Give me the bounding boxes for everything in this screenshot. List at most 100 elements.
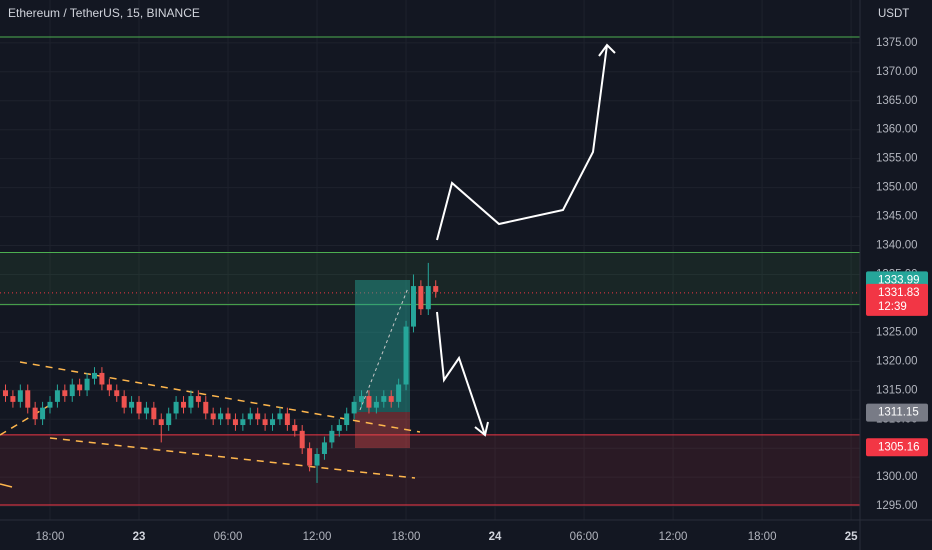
- candle-body: [329, 430, 335, 443]
- candle-body: [54, 390, 60, 402]
- candle-body: [166, 413, 172, 426]
- y-axis-label: USDT: [878, 8, 909, 20]
- x-tick-label: 06:00: [570, 531, 599, 543]
- x-tick-label: 24: [489, 531, 502, 543]
- candle-body: [277, 413, 283, 420]
- channel-lower: [49, 437, 416, 479]
- candle-body: [292, 425, 298, 431]
- candle-body: [366, 396, 372, 408]
- arrow-up-head: [598, 43, 616, 57]
- long-position-profit: [355, 280, 410, 412]
- candles: [2, 262, 439, 483]
- price-tag-label: 1311.15: [878, 407, 919, 419]
- x-tick-label: 18:00: [392, 531, 421, 543]
- zones: [0, 36, 860, 506]
- candle-body: [210, 413, 216, 420]
- y-tick-label: 1315.00: [876, 384, 918, 396]
- y-tick-label: 1370.00: [876, 66, 918, 78]
- candle-body: [381, 396, 387, 402]
- candle-body: [388, 396, 394, 402]
- candle-body: [47, 401, 53, 408]
- price-tag-label: 1333.99: [878, 274, 920, 286]
- candle-body: [173, 401, 179, 414]
- candle-body: [396, 384, 402, 402]
- y-tick-label: 1365.00: [876, 95, 918, 107]
- x-tick-label: 23: [133, 531, 146, 543]
- candle-body: [129, 401, 135, 408]
- zone: [0, 434, 860, 505]
- y-tick-label: 1350.00: [876, 182, 918, 194]
- drawings: [0, 43, 616, 488]
- candle-body: [106, 384, 112, 391]
- candle-body: [247, 413, 253, 420]
- candle-body: [25, 390, 31, 408]
- chart-title: Ethereum / TetherUS, 15, BINANCE: [8, 6, 200, 20]
- price-tag: [866, 283, 928, 316]
- candle-body: [425, 286, 431, 310]
- candle-body: [284, 413, 290, 426]
- candle-body: [270, 419, 276, 426]
- candle-body: [143, 407, 149, 414]
- candle-body: [299, 430, 305, 449]
- y-tick-label: 1355.00: [876, 153, 918, 165]
- y-tick-label: 1300.00: [876, 471, 918, 483]
- candle-body: [255, 413, 261, 420]
- x-tick-label: 12:00: [659, 531, 688, 543]
- candle-body: [336, 425, 342, 431]
- y-tick-label: 1295.00: [876, 500, 918, 512]
- candle-body: [240, 419, 246, 426]
- candle-body: [344, 413, 350, 426]
- x-tick-label: 06:00: [214, 531, 243, 543]
- countdown: 12:39: [878, 301, 907, 313]
- candle-body: [351, 401, 357, 414]
- arrow-down: [436, 311, 486, 436]
- candle-body: [91, 372, 98, 379]
- candle-body: [225, 413, 231, 420]
- candle-body: [188, 396, 194, 408]
- candle-body: [121, 396, 127, 408]
- candle-body: [410, 286, 416, 327]
- candle-body: [151, 407, 157, 420]
- arrow-up: [436, 44, 608, 241]
- arrow-down-head: [474, 421, 489, 437]
- y-tick-label: 1340.00: [876, 240, 918, 252]
- candle-body: [321, 442, 327, 454]
- candle-body: [403, 326, 409, 385]
- candle-body: [195, 396, 201, 402]
- x-tick-label: 18:00: [748, 531, 777, 543]
- position-path: [359, 287, 409, 411]
- price-tag-label: 1331.83: [878, 287, 920, 299]
- candle-body: [307, 448, 313, 466]
- x-tick-label: 18:00: [36, 531, 65, 543]
- candle-body: [84, 378, 90, 391]
- candle-body: [99, 372, 105, 385]
- axes: 1295.001300.001305.001310.001315.001320.…: [36, 37, 928, 543]
- channel-extension: [0, 483, 13, 488]
- candle-body: [62, 390, 68, 397]
- channel-extension: [0, 404, 51, 436]
- candle-body: [218, 413, 224, 420]
- candle-body: [158, 419, 164, 426]
- candle-body: [181, 401, 187, 408]
- candle-body: [359, 396, 365, 402]
- y-tick-label: 1325.00: [876, 326, 918, 338]
- candle-body: [433, 286, 439, 292]
- y-tick-label: 1360.00: [876, 124, 918, 136]
- candle-body: [114, 390, 120, 397]
- candle-body: [373, 401, 379, 408]
- candle-body: [203, 401, 209, 414]
- candle-body: [262, 419, 268, 426]
- long-position-loss: [355, 412, 410, 448]
- candle-body: [77, 384, 83, 391]
- y-tick-label: 1320.00: [876, 355, 918, 367]
- x-tick-label: 12:00: [303, 531, 332, 543]
- candle-body: [10, 396, 16, 402]
- price-tag: [866, 438, 928, 457]
- candle-body: [17, 390, 23, 402]
- candle-body: [32, 407, 38, 420]
- candle-body: [232, 419, 238, 426]
- candle-body: [418, 286, 424, 310]
- candle-body: [40, 407, 46, 420]
